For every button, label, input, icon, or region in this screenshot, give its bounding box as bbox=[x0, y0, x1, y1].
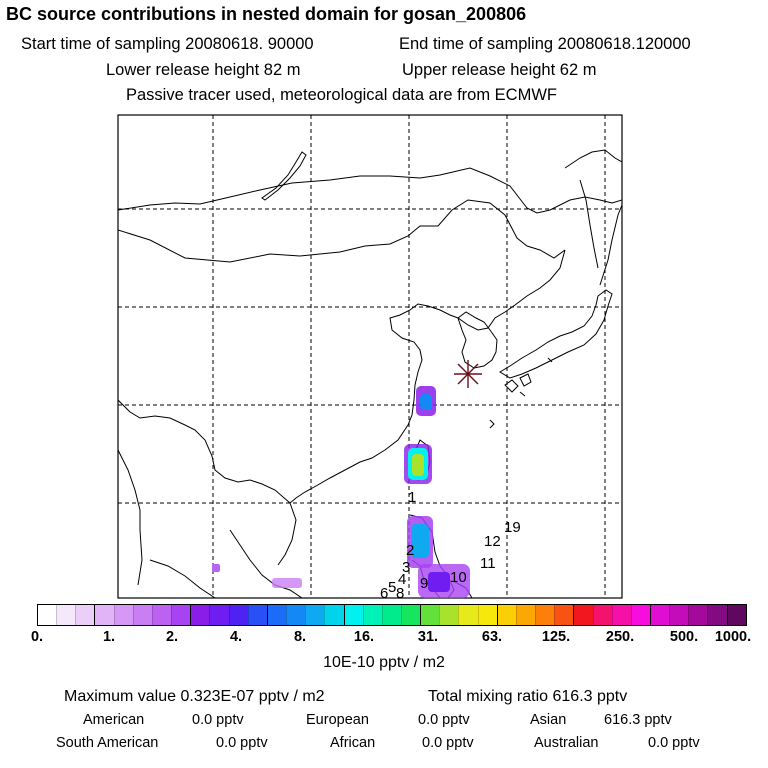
colorbar-segment bbox=[439, 605, 459, 625]
colorbar-tick: 2. bbox=[165, 629, 179, 645]
colorbar-segment bbox=[496, 605, 516, 625]
source-label: 19 bbox=[504, 519, 521, 536]
colorbar-segment bbox=[515, 605, 536, 625]
region-asian-value: 616.3 pptv bbox=[604, 712, 672, 728]
region-african-label: African bbox=[330, 735, 376, 751]
colorbar-segment bbox=[535, 605, 555, 625]
source-label: 5 bbox=[388, 579, 396, 596]
colorbar-segment bbox=[477, 605, 497, 625]
colorbar-segment bbox=[688, 605, 708, 625]
colorbar-segment bbox=[630, 605, 650, 625]
colorbar-tick: 250. bbox=[605, 629, 635, 645]
lower-release-height: Lower release height 82 m bbox=[106, 61, 301, 79]
colorbar-segment bbox=[707, 605, 727, 625]
colorbar-segment bbox=[458, 605, 478, 625]
map-panel: 1 2 3 4 5 6 8 9 10 11 12 19 bbox=[117, 114, 623, 600]
colorbar-tick: 63. bbox=[481, 629, 503, 645]
region-australian-value: 0.0 pptv bbox=[648, 735, 700, 751]
colorbar-segment bbox=[56, 605, 76, 625]
region-south-american-value: 0.0 pptv bbox=[216, 735, 268, 751]
colorbar-units: 10E-10 pptv / m2 bbox=[323, 654, 445, 671]
colorbar-tick: 31. bbox=[417, 629, 439, 645]
region-african-value: 0.0 pptv bbox=[422, 735, 474, 751]
coastlines bbox=[118, 149, 622, 598]
graticule bbox=[118, 115, 622, 598]
total-mixing-ratio: Total mixing ratio 616.3 pptv bbox=[428, 688, 628, 705]
colorbar-segment bbox=[324, 605, 344, 625]
source-label: 3 bbox=[402, 559, 410, 576]
colorbar-segment bbox=[305, 605, 325, 625]
colorbar-segment bbox=[362, 605, 382, 625]
colorbar-segment bbox=[266, 605, 287, 625]
max-value: Maximum value 0.323E-07 pptv / m2 bbox=[64, 688, 325, 705]
colorbar-tick: 1000. bbox=[714, 629, 752, 645]
source-label: 10 bbox=[450, 569, 467, 586]
colorbar-segment bbox=[669, 605, 689, 625]
source-label: 6 bbox=[380, 585, 388, 600]
region-south-american-label: South American bbox=[56, 735, 159, 751]
source-label: 1 bbox=[408, 489, 416, 506]
colorbar-tick: 1. bbox=[102, 629, 116, 645]
colorbar-segment bbox=[113, 605, 133, 625]
colorbar-segment bbox=[611, 605, 631, 625]
colorbar-segment bbox=[209, 605, 229, 625]
receptor-star-icon bbox=[454, 360, 482, 388]
source-label: 9 bbox=[420, 575, 428, 592]
colorbar-segment bbox=[94, 605, 114, 625]
colorbar-segment bbox=[400, 605, 421, 625]
end-time: End time of sampling 20080618.120000 bbox=[399, 35, 691, 53]
colorbar-segment bbox=[171, 605, 191, 625]
source-label: 2 bbox=[406, 542, 414, 559]
region-asian-label: Asian bbox=[530, 712, 567, 728]
upper-release-height: Upper release height 62 m bbox=[402, 61, 597, 79]
colorbar-tick: 125. bbox=[541, 629, 571, 645]
colorbar-segment bbox=[573, 605, 593, 625]
colorbar-segment bbox=[190, 605, 210, 625]
colorbar-tick: 0. bbox=[30, 629, 44, 645]
colorbar-segment bbox=[650, 605, 670, 625]
colorbar-tick: 16. bbox=[353, 629, 375, 645]
start-time: Start time of sampling 20080618. 90000 bbox=[21, 35, 314, 53]
region-american-label: American bbox=[83, 712, 145, 728]
region-american-value: 0.0 pptv bbox=[192, 712, 244, 728]
plume-footprint bbox=[212, 386, 470, 598]
page-title: BC source contributions in nested domain… bbox=[6, 4, 527, 24]
region-european-label: European bbox=[306, 712, 369, 728]
colorbar bbox=[37, 604, 747, 626]
source-label: 8 bbox=[396, 585, 404, 600]
colorbar-tick: 4. bbox=[229, 629, 243, 645]
colorbar-segment bbox=[554, 605, 574, 625]
colorbar-segment bbox=[420, 605, 440, 625]
colorbar-segment bbox=[247, 605, 267, 625]
colorbar-segment bbox=[381, 605, 401, 625]
source-label: 11 bbox=[480, 555, 496, 572]
colorbar-segment bbox=[286, 605, 306, 625]
region-australian-label: Australian bbox=[534, 735, 599, 751]
colorbar-tick: 8. bbox=[293, 629, 307, 645]
colorbar-segment bbox=[228, 605, 248, 625]
colorbar-tick: 500. bbox=[669, 629, 699, 645]
map-frame bbox=[117, 114, 623, 599]
colorbar-segment bbox=[151, 605, 172, 625]
colorbar-segment bbox=[75, 605, 95, 625]
source-label: 4 bbox=[398, 571, 406, 588]
colorbar-segment bbox=[592, 605, 612, 625]
colorbar-segment bbox=[726, 605, 746, 625]
colorbar-segment bbox=[132, 605, 152, 625]
colorbar-segment bbox=[343, 605, 363, 625]
tracer-note: Passive tracer used, meteorological data… bbox=[126, 86, 557, 104]
source-label: 12 bbox=[484, 533, 501, 550]
region-european-value: 0.0 pptv bbox=[418, 712, 470, 728]
colorbar-segment bbox=[38, 605, 57, 625]
